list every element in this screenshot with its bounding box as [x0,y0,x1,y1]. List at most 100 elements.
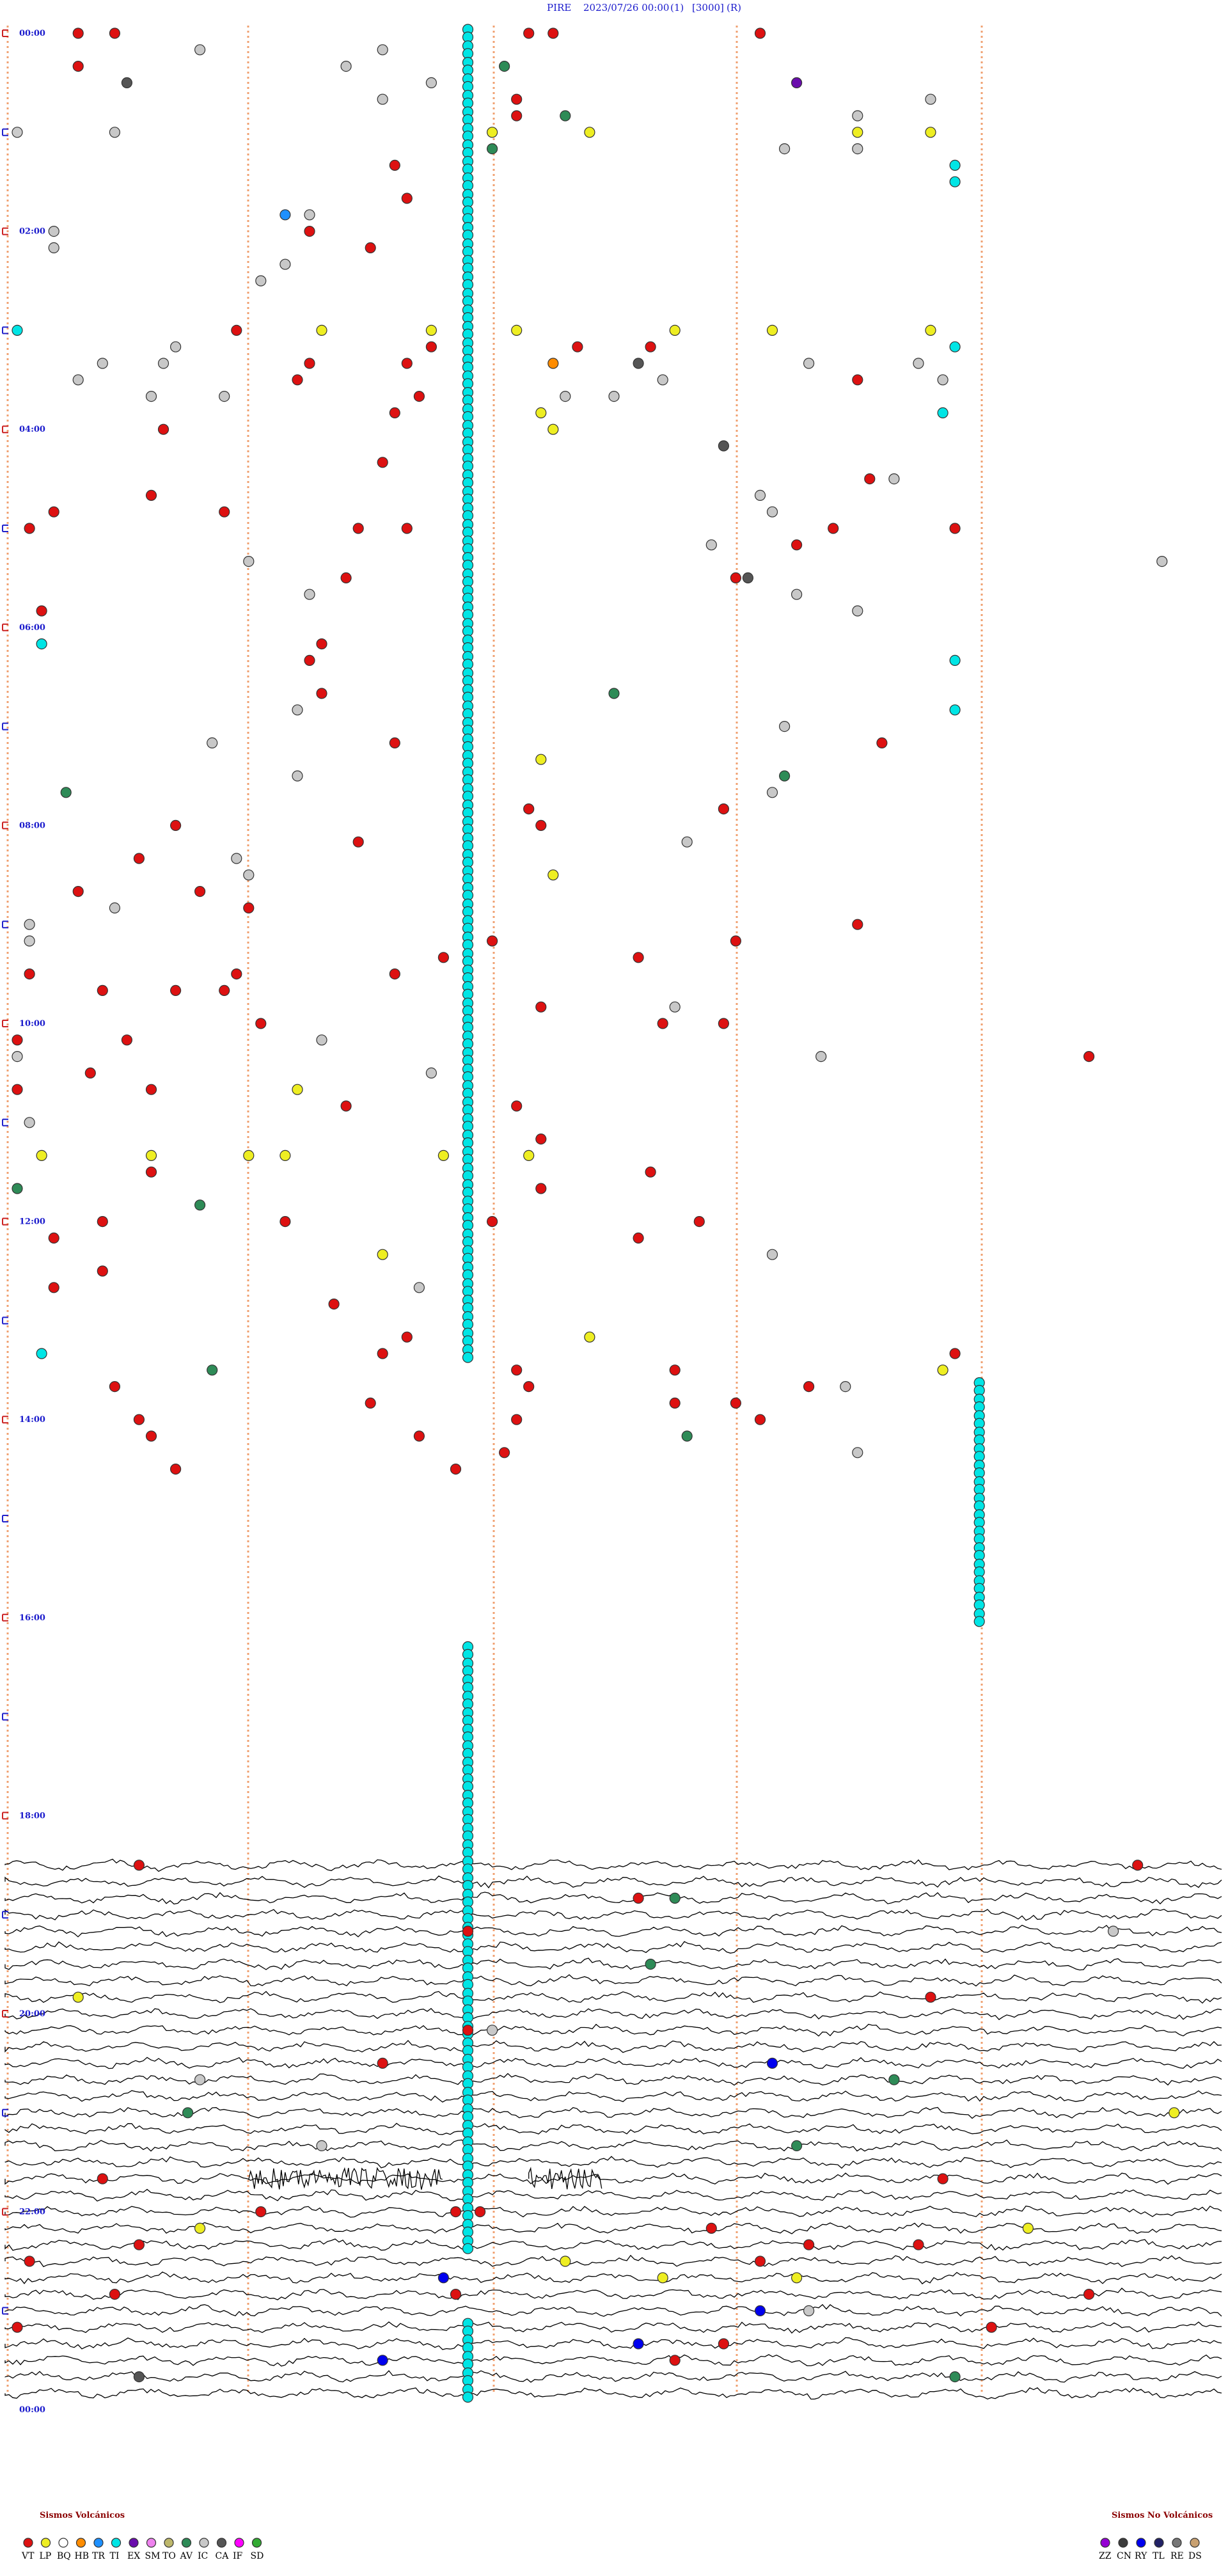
event-marker-ic [766,1249,778,1260]
event-marker-ic [852,1447,863,1458]
trace-line [4,2303,1222,2317]
legend-swatch-ca [216,2538,227,2548]
event-marker-lp [72,1991,84,2003]
event-marker-vt [340,1100,352,1112]
event-marker-vt [145,1084,157,1095]
trace-line [4,2172,1222,2185]
event-marker-av [60,787,72,798]
legend-label-ca: CA [216,2551,230,2561]
event-marker-vt [24,2256,35,2267]
event-marker-ic [72,374,84,386]
event-marker-vt [340,572,352,584]
legend-non-volcanic-title: Sismos No Volcánicos [1112,2511,1213,2520]
row-tick [2,2108,8,2117]
event-marker-av [681,1430,693,1442]
event-marker-ic [766,506,778,518]
event-marker-ca [121,77,132,88]
hour-labels: 00:00 02:00 04:00 06:00 08:00 10:00 12:00 14:00… [19,29,45,2415]
trace-line [4,2222,1222,2234]
row-tick [2,1613,8,1622]
event-marker-vt [1132,1860,1144,1871]
event-marker-bq [24,935,35,947]
event-marker-vt [705,2222,717,2234]
header-scale: [3000] [692,2,724,13]
event-marker-av [778,770,791,782]
legend-label-av: AV [180,2551,193,2561]
event-marker-ti [12,324,23,336]
event-marker-av [645,1959,656,1970]
event-marker-ic [48,226,59,237]
event-marker-ic [170,341,182,352]
event-marker-vt [828,523,839,534]
event-marker-lp [852,127,863,138]
event-marker-vt [511,93,523,105]
event-marker-vt [72,885,84,897]
seismic-traces [4,1858,1222,2400]
event-marker-bq [12,1050,23,1063]
hour-label: 16:00 [19,1613,45,1623]
minute-grid-lines [6,26,983,2392]
event-marker-vt [718,1018,730,1029]
legend-label-ti: TI [110,2551,120,2561]
event-marker-ic [279,258,291,270]
event-marker-ic [377,93,388,105]
ti-swarm-dot [973,1616,985,1627]
event-marker-vt [401,1331,413,1343]
event-marker-vt [633,1892,644,1904]
event-marker-lp [377,1249,388,1260]
event-marker-av [207,1364,218,1376]
event-marker-ic [852,143,863,155]
row-tick [2,227,8,235]
event-marker-vt [511,1100,523,1112]
row-tick [2,525,8,532]
event-marker-ic [486,2025,498,2036]
row-tick [2,722,8,731]
legend-label-lp: LP [40,2551,52,2561]
event-marker-vt [12,1084,23,1095]
hour-label: 10:00 [19,1019,45,1029]
legend-label-sd: SD [251,2551,264,2561]
legend-swatch-av [181,2538,192,2548]
hour-label: 12:00 [19,1217,45,1227]
event-marker-vt [450,1464,462,1475]
event-marker-vt [535,1001,547,1013]
event-marker-vt [803,1381,815,1393]
event-marker-vt [12,1034,23,1046]
event-marker-ry [633,2338,644,2350]
event-marker-vt [109,1381,120,1393]
event-marker-ic [109,902,120,914]
row-tick [2,821,8,830]
event-marker-ti [937,407,949,419]
event-marker-av [486,143,498,155]
legend-swatch-sm [146,2538,157,2548]
row-tick [2,1316,8,1325]
row-tick [2,425,8,434]
event-marker-av [498,60,510,72]
hour-label: 20:00 [19,2009,45,2019]
legend-swatch-ti [111,2538,122,2548]
event-marker-vt [170,819,182,832]
event-marker-ic [340,60,352,72]
legend-swatch-ds [1190,2538,1200,2548]
event-marker-vt [876,737,888,749]
trace-line [4,1892,1222,1905]
legend-label-sm: SM [145,2551,161,2561]
event-marker-vt [365,242,376,253]
event-marker-vt [791,539,803,551]
event-marker-lp [437,1150,450,1162]
event-marker-hb [547,358,559,369]
event-marker-ic [791,589,803,600]
event-marker-vt [352,836,364,848]
event-marker-ti [36,1348,47,1359]
event-marker-vt [48,506,59,518]
event-marker-ic [207,737,218,749]
event-marker-av [669,1892,681,1904]
event-marker-vt [389,407,400,419]
event-marker-vt [523,803,535,815]
event-marker-ic [255,275,267,287]
event-marker-bq [12,127,23,138]
event-marker-vt [852,919,863,930]
event-marker-ca [633,358,644,369]
row-tick [2,1911,8,1919]
event-marker-av [182,2107,194,2119]
